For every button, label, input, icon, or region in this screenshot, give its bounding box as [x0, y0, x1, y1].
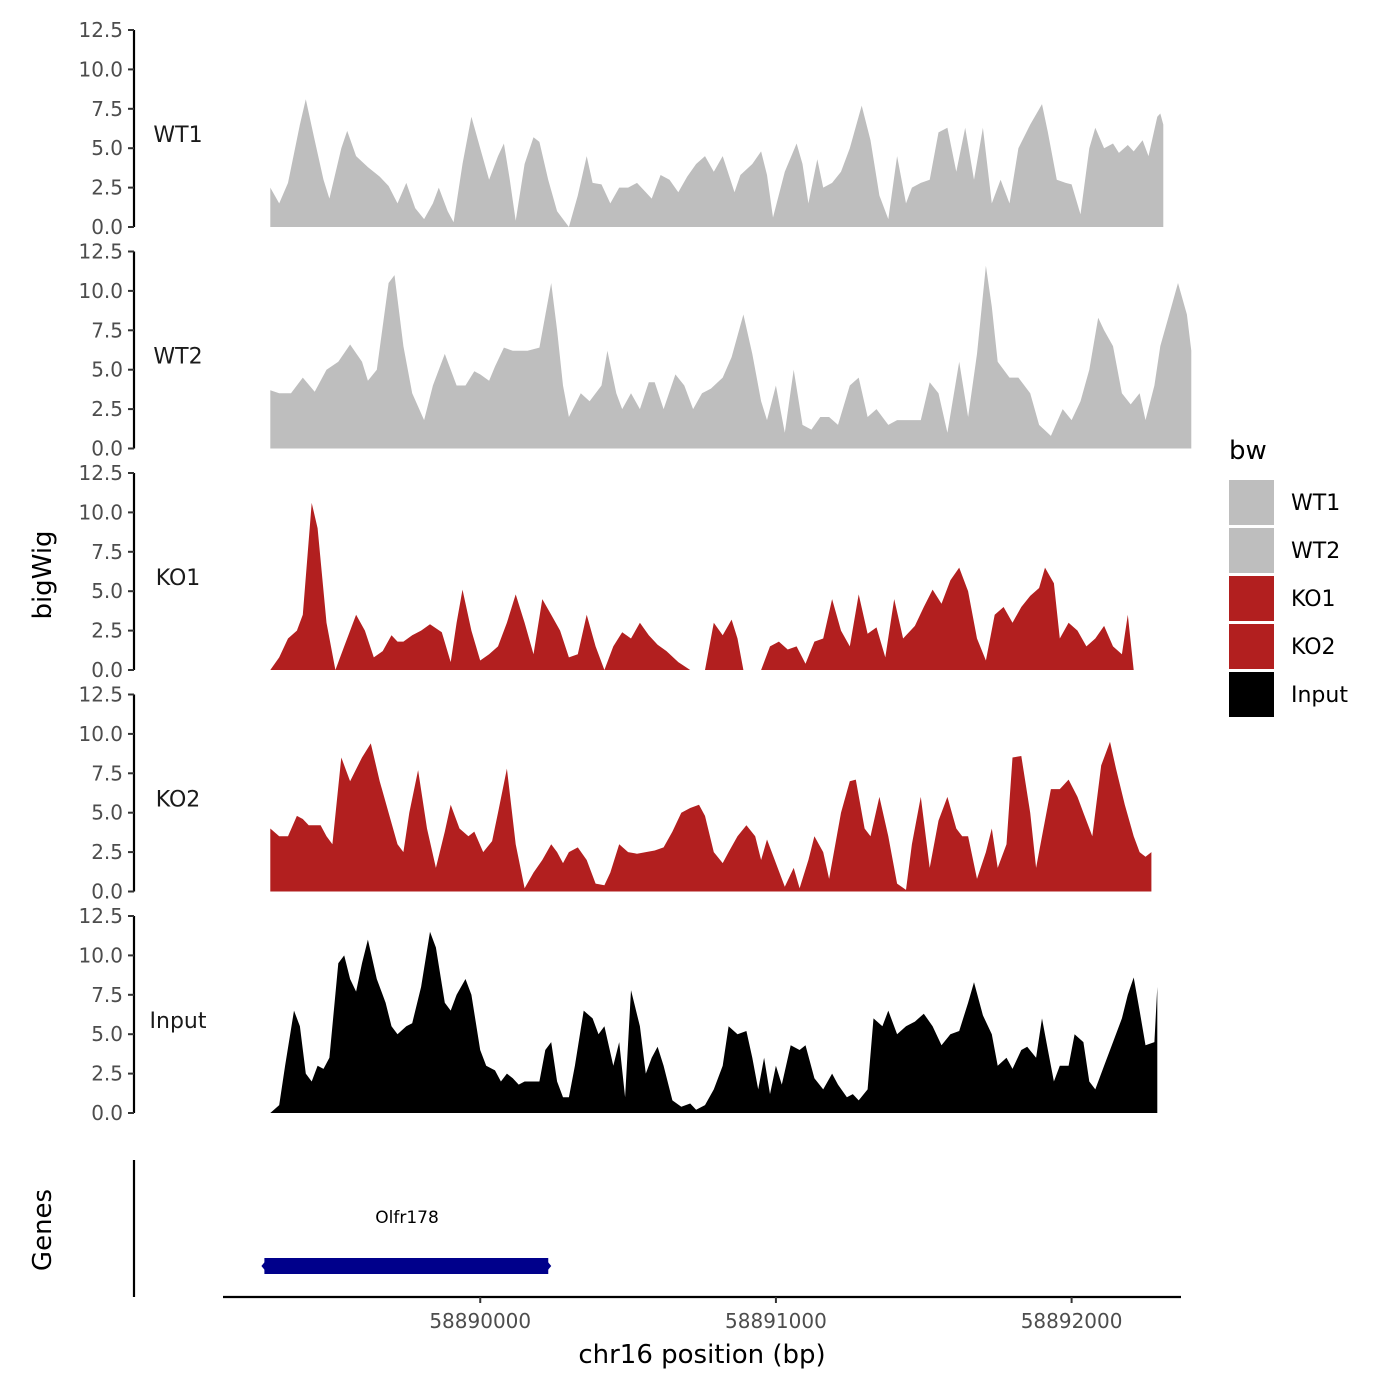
- track-wt1: 0.0 2.5 5.0 7.5 10.0 12.5 WT1: [78, 18, 1164, 239]
- legend-swatch-wt2: [1229, 528, 1274, 573]
- track-wt2: 0.0 2.5 5.0 7.5 10.0 12.5 WT2: [78, 240, 1192, 461]
- gene-end-tip: [546, 1260, 552, 1272]
- track-label: KO2: [156, 788, 201, 813]
- x-tick-label: 58890000: [429, 1309, 531, 1333]
- y-tick-label: 12.5: [78, 904, 123, 928]
- x-tick-label: 58891000: [725, 1309, 827, 1333]
- y-tick-label: 5.0: [91, 136, 123, 160]
- y-tick-label: 10.0: [78, 57, 123, 81]
- gene-label: Olfr178: [375, 1208, 439, 1228]
- y-tick-label: 10.0: [78, 500, 123, 524]
- y-axis-title: bigWig: [28, 530, 58, 619]
- y-tick-label: 5.0: [91, 358, 123, 382]
- signal-area-wt1: [270, 99, 1164, 227]
- legend-swatch-ko2: [1229, 624, 1274, 669]
- legend-label-wt2: WT2: [1291, 539, 1340, 564]
- legend: bw WT1 WT2 KO1 KO2 Input: [1229, 436, 1348, 717]
- y-tick-label: 12.5: [78, 18, 123, 42]
- track-label: Input: [150, 1009, 207, 1034]
- y-tick-label: 2.5: [91, 397, 123, 421]
- signal-area-ko1: [761, 567, 1134, 670]
- y-tick-label: 7.5: [91, 540, 123, 564]
- y-tick-label: 5.0: [91, 579, 123, 603]
- legend-swatch-ko1: [1229, 576, 1274, 621]
- y-tick-label: 2.5: [91, 619, 123, 643]
- y-tick-label: 5.0: [91, 801, 123, 825]
- legend-label-ko1: KO1: [1291, 587, 1336, 612]
- y-tick-label: 12.5: [78, 240, 123, 264]
- track-label: KO1: [156, 566, 201, 591]
- y-tick-label: 2.5: [91, 176, 123, 200]
- legend-label-input: Input: [1291, 683, 1348, 708]
- signal-area-ko1: [705, 619, 744, 670]
- signal-area-ko1: [270, 502, 691, 670]
- track-input: 0.0 2.5 5.0 7.5 10.0 12.5 Input: [78, 904, 1158, 1125]
- y-tick-label: 7.5: [91, 761, 123, 785]
- y-tick-label: 10.0: [78, 722, 123, 746]
- signal-area-input: [270, 931, 1158, 1113]
- y-tick-label: 7.5: [91, 97, 123, 121]
- y-tick-label: 12.5: [78, 461, 123, 485]
- signal-area-ko2: [270, 741, 1152, 892]
- signal-area-wt2: [270, 265, 1192, 449]
- y-tick-label: 10.0: [78, 943, 123, 967]
- signal-tracks: 0.0 2.5 5.0 7.5 10.0 12.5 WT1 0.0 2.5 5.0 7.5 10.0 1…: [78, 18, 1192, 1125]
- legend-title: bw: [1229, 436, 1267, 466]
- y-tick-label: 0.0: [91, 658, 123, 682]
- genes-track-title: Genes: [28, 1189, 58, 1271]
- legend-swatch-input: [1229, 672, 1274, 717]
- y-tick-label: 0.0: [91, 437, 123, 461]
- y-tick-label: 2.5: [91, 1062, 123, 1086]
- y-tick-label: 0.0: [91, 880, 123, 904]
- y-tick-label: 2.5: [91, 840, 123, 864]
- y-tick-label: 10.0: [78, 279, 123, 303]
- gene-start-tip: [261, 1260, 267, 1272]
- track-ko2: 0.0 2.5 5.0 7.5 10.0 12.5 KO2: [78, 683, 1152, 904]
- x-axis-title: chr16 position (bp): [578, 1340, 825, 1370]
- y-tick-label: 0.0: [91, 1101, 123, 1125]
- genes-track: Olfr178: [132, 1160, 552, 1297]
- track-ko1: 0.0 2.5 5.0 7.5 10.0 12.5 KO1: [78, 461, 1134, 682]
- y-tick-label: 5.0: [91, 1022, 123, 1046]
- y-tick-label: 12.5: [78, 683, 123, 707]
- track-label: WT1: [153, 123, 202, 148]
- gene-body: [264, 1258, 549, 1274]
- y-tick-label: 7.5: [91, 983, 123, 1007]
- track-label: WT2: [153, 345, 202, 370]
- y-tick-label: 0.0: [91, 215, 123, 239]
- x-tick-label: 58892000: [1021, 1309, 1123, 1333]
- legend-swatch-wt1: [1229, 480, 1274, 525]
- x-axis: 58890000 58891000 58892000: [223, 1295, 1181, 1333]
- y-tick-label: 7.5: [91, 318, 123, 342]
- legend-label-ko2: KO2: [1291, 635, 1336, 660]
- legend-label-wt1: WT1: [1291, 491, 1340, 516]
